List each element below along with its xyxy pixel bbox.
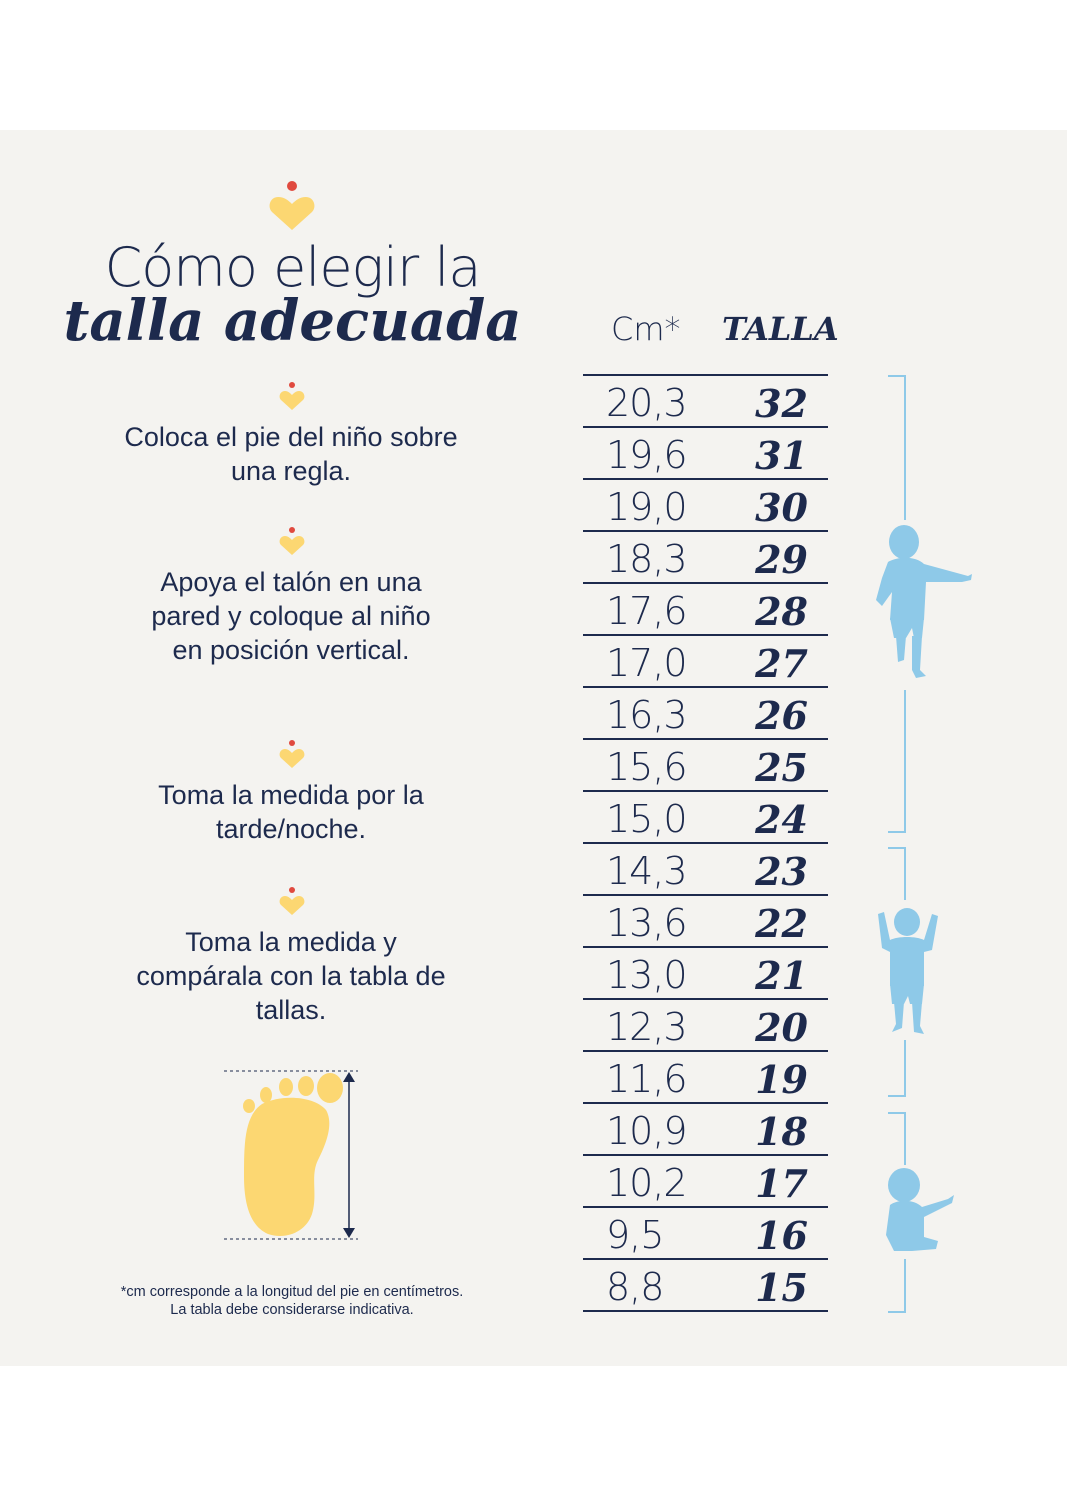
cm-value: 11,6 — [606, 1057, 688, 1101]
footprint-icon — [224, 1070, 358, 1240]
toddler-icon — [878, 900, 938, 1040]
header-cm: Cm* — [611, 310, 681, 348]
size-value: 15 — [755, 1265, 808, 1310]
size-value: 18 — [755, 1109, 808, 1154]
size-table: 20,3 32 19,6 31 19,0 30 18,3 29 17,6 28 17,0 27 16,3… — [583, 374, 828, 1312]
size-value: 17 — [755, 1161, 808, 1206]
step-3-text: Toma la medida por la tarde/noche. — [158, 780, 424, 844]
cm-value: 10,9 — [606, 1109, 688, 1153]
size-row: 18,3 29 — [583, 532, 828, 584]
size-row: 17,0 27 — [583, 636, 828, 688]
heart-dot-icon — [279, 740, 305, 768]
cm-value: 13,0 — [606, 953, 688, 997]
title-line-1: Cómo elegir la — [104, 236, 482, 299]
cm-value: 16,3 — [606, 693, 688, 737]
size-value: 24 — [755, 797, 808, 842]
size-row: 13,0 21 — [583, 948, 828, 1000]
size-row: 12,3 20 — [583, 1000, 828, 1052]
cm-value: 9,5 — [606, 1213, 664, 1257]
size-row: 16,3 26 — [583, 688, 828, 740]
footnote-line-1: *cm corresponde a la longitud del pie en… — [120, 1284, 464, 1300]
size-value: 32 — [755, 381, 808, 426]
size-guide-panel — [0, 130, 1067, 1366]
size-row: 20,3 32 — [583, 376, 828, 428]
header-talla: TALLA — [722, 310, 839, 348]
cm-value: 12,3 — [606, 1005, 688, 1049]
size-value: 16 — [755, 1213, 808, 1258]
heart-dot-icon — [279, 527, 305, 555]
size-value: 28 — [755, 589, 808, 634]
size-row: 10,9 18 — [583, 1104, 828, 1156]
cm-value: 17,0 — [606, 641, 688, 685]
size-value: 30 — [755, 485, 808, 530]
size-value: 25 — [755, 745, 808, 790]
cm-value: 10,2 — [606, 1161, 688, 1205]
heart-dot-icon — [279, 382, 305, 410]
size-value: 29 — [755, 537, 808, 582]
size-value: 19 — [755, 1057, 808, 1102]
step-2-text: Apoya el talón en una pared y coloque al… — [151, 567, 431, 665]
size-value: 26 — [755, 693, 808, 738]
size-value: 22 — [755, 901, 808, 946]
size-value: 27 — [755, 641, 808, 686]
size-row: 19,6 31 — [583, 428, 828, 480]
cm-value: 13,6 — [606, 901, 688, 945]
step-1-text: Coloca el pie del niño sobre una regla. — [124, 422, 458, 486]
cm-value: 17,6 — [606, 589, 688, 633]
sitting-baby-icon — [886, 1165, 954, 1259]
size-value: 23 — [755, 849, 808, 894]
size-row: 15,6 25 — [583, 740, 828, 792]
cm-value: 19,0 — [606, 485, 688, 529]
cm-value: 15,0 — [606, 797, 688, 841]
size-value: 20 — [755, 1005, 808, 1050]
size-row: 13,6 22 — [583, 896, 828, 948]
size-row: 17,6 28 — [583, 584, 828, 636]
cm-value: 14,3 — [606, 849, 688, 893]
size-value: 31 — [755, 433, 808, 478]
step-4-text: Toma la medida y compárala con la tabla … — [136, 927, 446, 1025]
heart-dot-icon — [279, 887, 305, 915]
footnote-line-2: La tabla debe considerarse indicativa. — [170, 1302, 414, 1318]
size-row: 10,2 17 — [583, 1156, 828, 1208]
size-row: 9,5 16 — [583, 1208, 828, 1260]
cm-value: 8,8 — [606, 1265, 664, 1309]
cm-value: 20,3 — [606, 381, 688, 425]
size-row: 14,3 23 — [583, 844, 828, 896]
size-row: 8,8 15 — [583, 1260, 828, 1312]
walking-child-icon — [876, 520, 972, 690]
size-value: 21 — [755, 953, 808, 998]
size-row: 15,0 24 — [583, 792, 828, 844]
heart-dot-icon — [269, 181, 315, 230]
cm-value: 18,3 — [606, 537, 688, 581]
title-line-2: talla adecuada — [63, 288, 522, 354]
cm-value: 15,6 — [606, 745, 688, 789]
size-row: 11,6 19 — [583, 1052, 828, 1104]
cm-value: 19,6 — [606, 433, 688, 477]
size-row: 19,0 30 — [583, 480, 828, 532]
